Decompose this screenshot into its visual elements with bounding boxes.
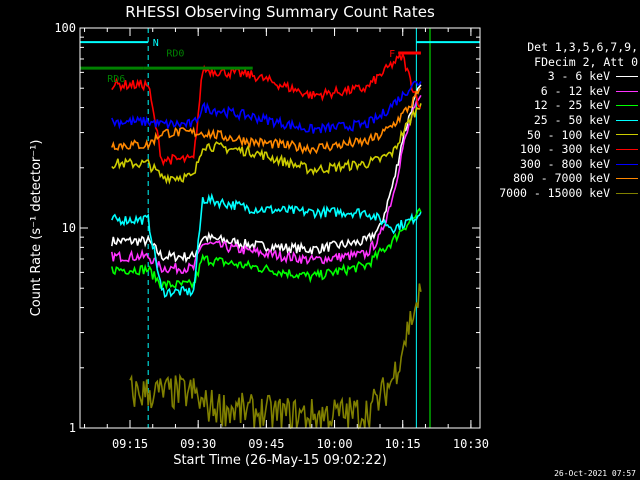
legend-item: 300 - 800 keV [478,157,638,172]
x-tick-label: 09:15 [112,437,148,451]
chart-title: RHESSI Observing Summary Count Rates [125,3,435,21]
legend-item: 800 - 7000 keV [478,171,638,186]
legend-swatch [616,192,638,194]
x-tick-label: 10:30 [453,437,489,451]
flag-label: RD0 [166,49,184,60]
y-tick-label: 100 [54,21,76,35]
y-axis-label: Count Rate (s⁻¹ detector⁻¹) [29,140,44,317]
legend-swatch [616,148,638,150]
legend-swatch [616,75,638,77]
series-line [111,103,422,185]
series-line [111,87,422,155]
series-line [129,283,422,430]
legend-swatch [616,90,638,92]
legend-item: 3 - 6 keV [478,69,638,84]
x-axis-label: Start Time (26-May-15 09:02:22) [173,453,387,468]
series-line [111,51,422,167]
legend-swatch [616,119,638,121]
x-tick-label: 10:00 [316,437,352,451]
series-line [111,207,422,291]
x-tick-label: 10:15 [385,437,421,451]
series-line [111,192,422,299]
legend-item: 100 - 300 keV [478,142,638,157]
legend: Det 1,3,5,6,7,9, FDecim 2, Att 0 3 - 6 k… [478,40,638,201]
flag-label: RD6 [107,74,125,85]
legend-item: 6 - 12 keV [478,84,638,99]
x-tick-label: 09:30 [180,437,216,451]
legend-item: 25 - 50 keV [478,113,638,128]
flag-label: F [389,49,395,60]
series-line [111,95,422,276]
legend-header-line-2: FDecim 2, Att 0 [534,54,638,69]
legend-header-line-1: Det 1,3,5,6,7,9, [527,40,638,54]
footer-timestamp: 26-Oct-2021 07:57 [554,469,636,478]
legend-item: 7000 - 15000 keV [478,186,638,201]
legend-swatch [616,163,638,165]
legend-swatch [616,134,638,136]
series-line [111,84,422,264]
legend-item: 12 - 25 keV [478,98,638,113]
flag-label: N [153,38,159,49]
legend-item: 50 - 100 keV [478,128,638,143]
x-tick-label: 09:45 [248,437,284,451]
legend-swatch [616,105,638,107]
series-line [111,80,422,134]
y-tick-label: 1 [69,421,76,435]
legend-swatch [616,178,638,180]
y-tick-label: 10 [62,221,76,235]
